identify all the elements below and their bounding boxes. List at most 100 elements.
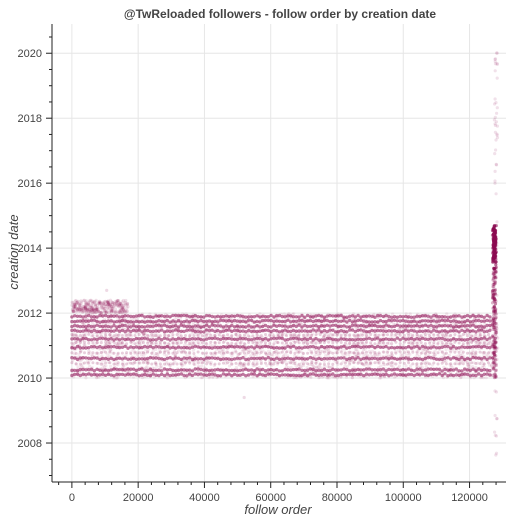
data-point <box>487 351 490 355</box>
data-point <box>494 148 498 152</box>
data-point <box>237 362 241 366</box>
data-point <box>104 343 108 347</box>
data-point <box>196 334 200 338</box>
data-point <box>386 351 389 354</box>
data-point <box>390 332 394 336</box>
data-point <box>205 342 209 346</box>
data-point <box>406 337 411 341</box>
data-point <box>326 351 330 355</box>
data-point <box>365 340 368 344</box>
data-point <box>373 342 377 346</box>
data-point <box>193 363 197 367</box>
data-point <box>116 351 120 355</box>
data-point <box>254 353 258 357</box>
data-point <box>482 315 486 319</box>
data-point <box>129 340 133 344</box>
data-point <box>285 349 289 354</box>
data-point <box>482 350 486 354</box>
data-point <box>176 345 181 349</box>
data-point <box>454 322 458 326</box>
data-point <box>361 362 365 366</box>
data-point <box>173 360 177 364</box>
data-point <box>238 361 242 365</box>
data-point <box>151 315 155 319</box>
data-point <box>339 375 343 379</box>
data-point <box>213 362 217 366</box>
data-point <box>79 299 83 303</box>
data-point <box>175 341 179 345</box>
data-point <box>276 361 280 365</box>
data-point <box>411 333 415 337</box>
data-point <box>351 360 355 364</box>
data-point <box>207 361 211 365</box>
data-point <box>318 351 322 355</box>
data-point <box>453 333 457 337</box>
data-point <box>297 337 301 341</box>
data-point <box>95 334 99 338</box>
data-point <box>191 348 195 352</box>
data-point <box>261 349 265 353</box>
data-point <box>129 345 133 349</box>
data-point <box>175 362 179 366</box>
data-point <box>246 315 251 319</box>
data-point <box>493 413 497 418</box>
data-point <box>225 349 229 354</box>
data-point <box>395 357 399 361</box>
data-point <box>258 315 262 319</box>
data-point <box>100 354 104 358</box>
data-point <box>276 333 280 337</box>
data-point <box>449 362 453 366</box>
data-point <box>217 341 221 345</box>
data-point <box>479 345 484 349</box>
data-point <box>278 351 282 355</box>
data-point <box>130 334 134 338</box>
data-point <box>108 332 113 336</box>
data-point <box>297 362 301 366</box>
data-point <box>279 360 283 364</box>
data-point <box>495 293 499 297</box>
x-tick-label: 120000 <box>451 492 488 504</box>
data-point <box>127 333 132 337</box>
data-point <box>417 334 422 338</box>
data-point <box>449 333 453 337</box>
data-point <box>213 319 217 323</box>
data-point <box>468 351 472 355</box>
data-point <box>339 333 343 337</box>
data-point <box>387 362 391 366</box>
data-point <box>255 362 259 366</box>
data-point <box>387 361 391 365</box>
data-point <box>108 361 112 365</box>
data-point <box>79 349 83 353</box>
data-point <box>229 334 233 338</box>
data-point <box>184 350 187 354</box>
data-point <box>76 365 80 369</box>
data-point <box>127 361 131 365</box>
data-point <box>443 344 447 349</box>
data-point <box>481 351 486 355</box>
data-point <box>377 341 381 345</box>
data-point <box>171 351 175 355</box>
data-point <box>342 344 346 348</box>
data-point <box>212 333 216 338</box>
data-point <box>91 361 95 365</box>
data-point <box>171 333 175 337</box>
data-point <box>449 363 453 368</box>
data-point <box>146 341 150 345</box>
data-point <box>230 341 234 345</box>
data-point <box>187 359 191 363</box>
data-point <box>474 333 478 336</box>
data-point <box>443 334 447 339</box>
data-point <box>105 288 109 292</box>
data-point <box>239 365 244 369</box>
data-point <box>272 350 276 354</box>
data-point <box>264 361 267 365</box>
data-point <box>234 342 238 346</box>
data-point <box>482 341 486 345</box>
data-point <box>390 364 394 368</box>
data-point <box>419 334 423 338</box>
data-point <box>202 330 206 334</box>
data-point <box>78 334 82 337</box>
data-point <box>81 319 85 323</box>
data-point <box>196 370 200 374</box>
data-point <box>321 335 326 339</box>
